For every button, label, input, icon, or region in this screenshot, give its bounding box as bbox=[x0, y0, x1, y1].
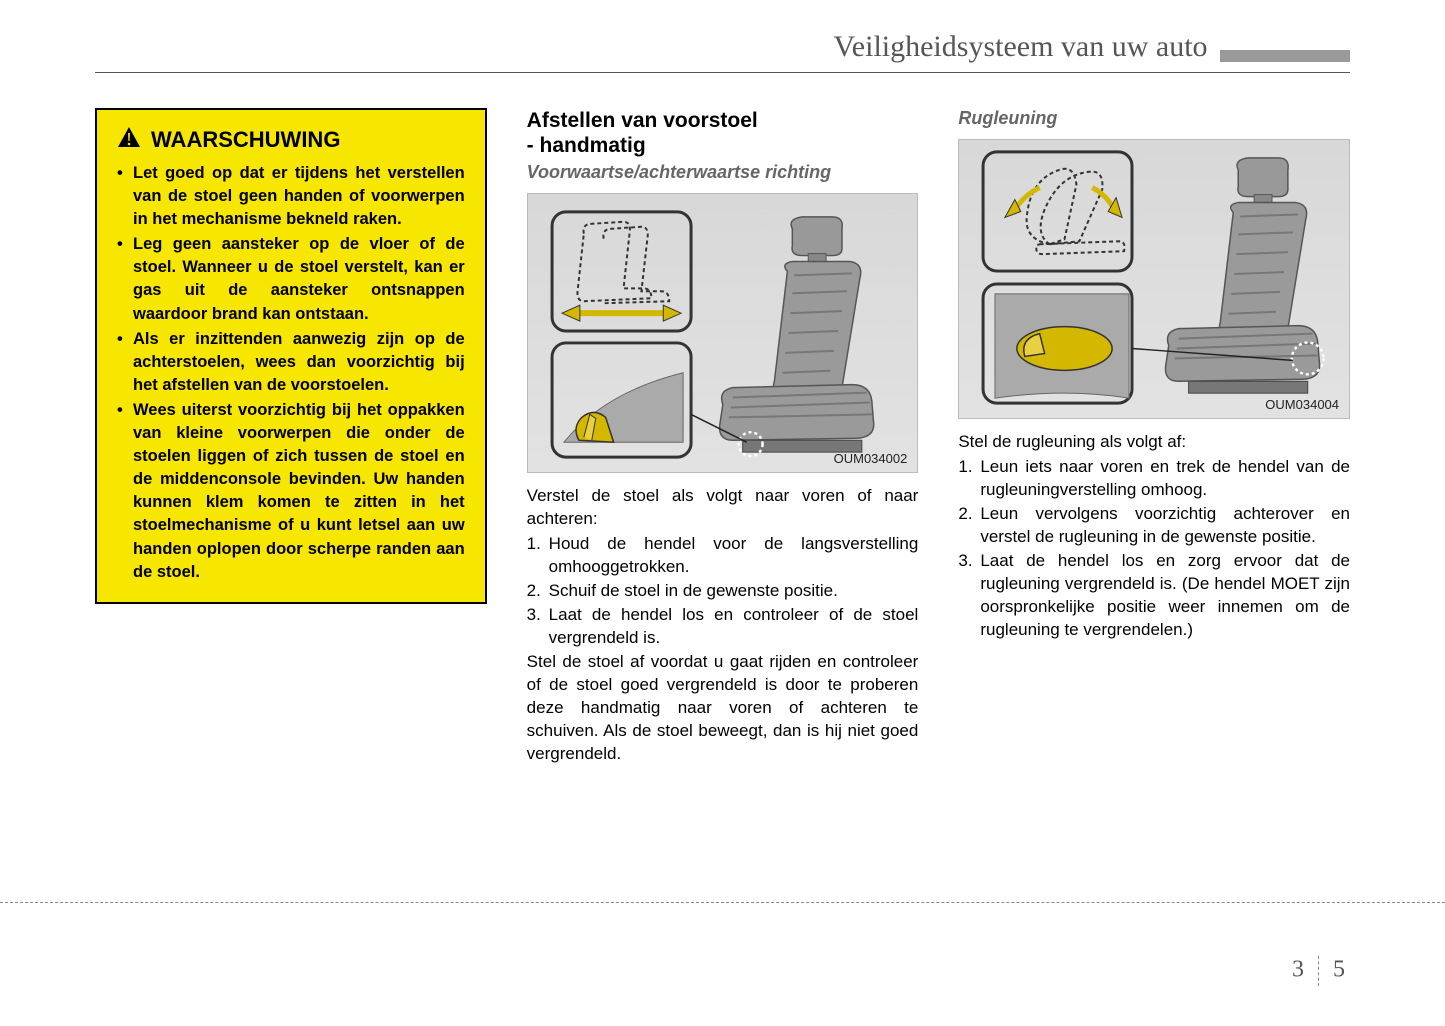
step-item: Laat de hendel los en zorg ervoor dat de… bbox=[958, 550, 1350, 642]
warning-box: WAARSCHUWING Let goed op dat er tijdens … bbox=[95, 108, 487, 604]
subheading: Voorwaartse/achterwaartse richting bbox=[527, 162, 919, 183]
warning-list: Let goed op dat er tijdens het verstelle… bbox=[117, 162, 465, 584]
step-item: Leun vervolgens voorzichtig achterover e… bbox=[958, 503, 1350, 549]
warning-header: WAARSCHUWING bbox=[117, 126, 465, 154]
heading-line: Afstellen van voorstoel bbox=[527, 108, 919, 133]
manual-page: Veiligheidsysteem van uw auto WAARSCHUWI… bbox=[0, 0, 1445, 788]
section-heading: Afstellen van voorstoel - handmatig bbox=[527, 108, 919, 158]
chapter-title: Veiligheidsysteem van uw auto bbox=[833, 30, 1207, 63]
figure-label: OUM034002 bbox=[834, 451, 908, 466]
body-text: Stel de rugleuning als volgt af: Leun ie… bbox=[958, 431, 1350, 641]
warning-item: Leg geen aansteker op de vloer of de sto… bbox=[117, 233, 465, 325]
figure-seat-slide: OUM034002 bbox=[527, 193, 919, 473]
content-grid: WAARSCHUWING Let goed op dat er tijdens … bbox=[95, 108, 1350, 768]
chapter-number: 3 bbox=[1292, 957, 1304, 983]
seat-recline-icon bbox=[959, 140, 1349, 418]
intro-text: Stel de rugleuning als volgt af: bbox=[958, 431, 1350, 454]
step-list: Leun iets naar voren en trek de hendel v… bbox=[958, 456, 1350, 642]
page-number: 3 5 bbox=[1292, 956, 1345, 986]
step-item: Houd de hendel voor de langsverstelling … bbox=[527, 533, 919, 579]
column-2: Afstellen van voorstoel - handmatig Voor… bbox=[527, 108, 919, 768]
subheading: Rugleuning bbox=[958, 108, 1350, 129]
warning-item: Let goed op dat er tijdens het verstelle… bbox=[117, 162, 465, 231]
step-item: Leun iets naar voren en trek de hendel v… bbox=[958, 456, 1350, 502]
page-header: Veiligheidsysteem van uw auto bbox=[95, 30, 1350, 73]
heading-line: - handmatig bbox=[527, 133, 919, 158]
body-text: Verstel de stoel als volgt naar voren of… bbox=[527, 485, 919, 765]
outro-text: Stel de stoel af voordat u gaat rijden e… bbox=[527, 651, 919, 766]
warning-title: WAARSCHUWING bbox=[151, 127, 340, 153]
column-3: Rugleuning bbox=[958, 108, 1350, 768]
warning-item: Als er inzittenden aanwezig zijn op de a… bbox=[117, 328, 465, 397]
intro-text: Verstel de stoel als volgt naar voren of… bbox=[527, 485, 919, 531]
pager-separator bbox=[1318, 956, 1319, 986]
figure-seat-recline: OUM034004 bbox=[958, 139, 1350, 419]
warning-triangle-icon bbox=[117, 126, 141, 154]
seat-slide-icon bbox=[528, 194, 918, 472]
step-item: Laat de hendel los en controleer of de s… bbox=[527, 604, 919, 650]
step-list: Houd de hendel voor de langsverstelling … bbox=[527, 533, 919, 650]
column-1: WAARSCHUWING Let goed op dat er tijdens … bbox=[95, 108, 487, 768]
figure-label: OUM034004 bbox=[1265, 397, 1339, 412]
step-item: Schuif de stoel in de gewenste positie. bbox=[527, 580, 919, 603]
header-decor-bar bbox=[1220, 50, 1350, 62]
page-in-chapter: 5 bbox=[1333, 957, 1345, 983]
warning-item: Wees uiterst voorzichtig bij het oppakke… bbox=[117, 399, 465, 584]
perforation-line bbox=[0, 902, 1445, 903]
